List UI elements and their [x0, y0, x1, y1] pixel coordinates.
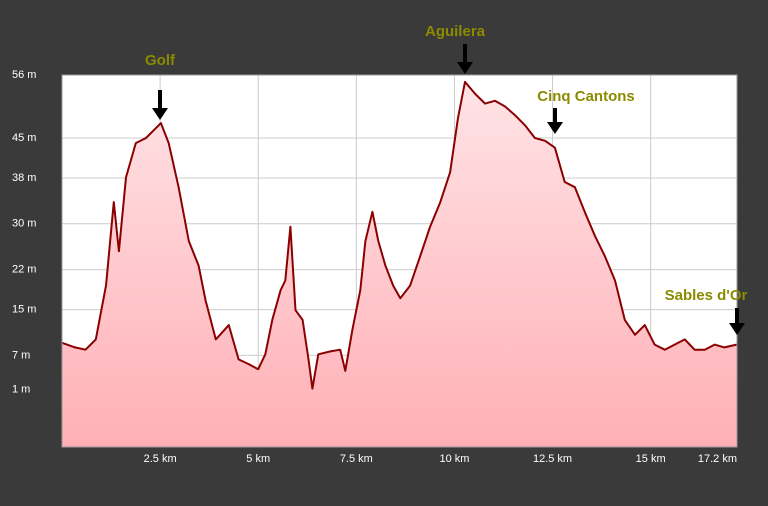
plot-border [61, 74, 738, 448]
y-tick-label: 45 m [12, 132, 36, 144]
y-tick-label: 7 m [12, 349, 30, 361]
annotation: Cinq Cantons [537, 88, 635, 105]
annotation: Sables d'Or [665, 287, 748, 304]
area-fill [62, 81, 737, 448]
x-tick-label: 17.2 km [698, 453, 737, 465]
x-tick-label: 7.5 km [340, 453, 373, 465]
y-tick-label: 56 m [12, 69, 36, 81]
annotation-arrowhead [152, 108, 168, 120]
y-tick-label: 22 m [12, 263, 36, 275]
y-tick-label: 1 m [12, 384, 30, 396]
x-tick-label: 10 km [439, 453, 469, 465]
x-tick-label: 5 km [246, 453, 270, 465]
annotation-arrowhead [457, 62, 473, 74]
annotation-arrowhead [729, 323, 745, 335]
y-tick-label: 15 m [12, 304, 36, 316]
y-tick-label: 30 m [12, 218, 36, 230]
x-tick-label: 12.5 km [533, 453, 572, 465]
elevation-line [61, 80, 737, 390]
annotation: Golf [145, 52, 176, 69]
y-tick-label: 38 m [12, 172, 36, 184]
x-tick-label: 15 km [636, 453, 666, 465]
annotation-arrowhead [547, 122, 563, 134]
annotation: Aguilera [425, 23, 486, 40]
x-tick-label: 2.5 km [144, 453, 177, 465]
